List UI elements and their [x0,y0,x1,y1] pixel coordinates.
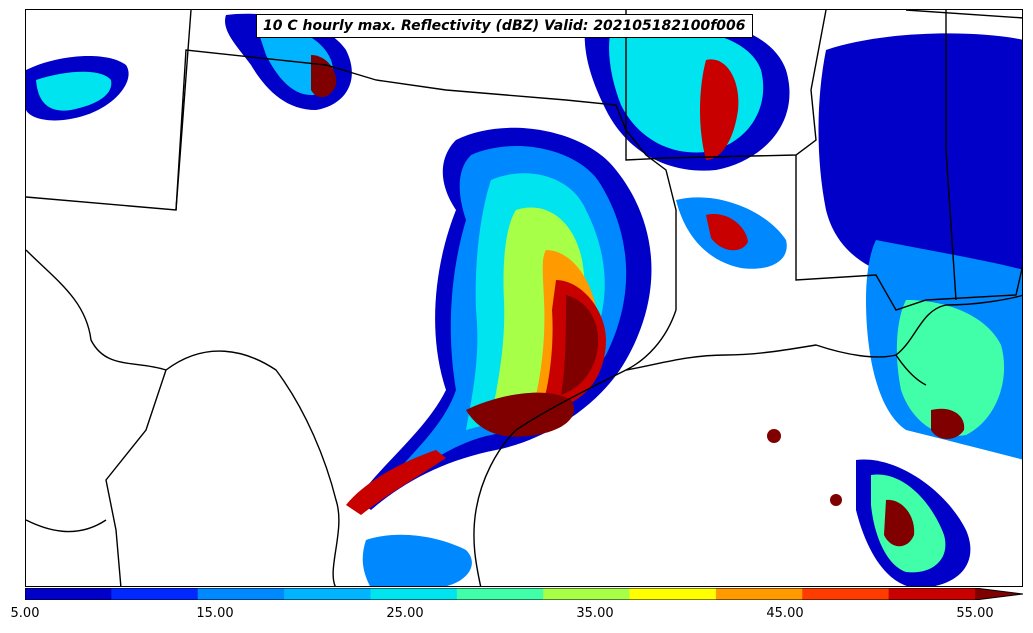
colorbar-tick-label: 15.00 [196,606,234,621]
colorbar-outline [25,588,1023,600]
colorbar-bin [802,588,890,600]
colorbar-bin [715,588,803,600]
colorbar-bin [543,588,631,600]
colorbar-bin [888,588,976,600]
colorbar [25,588,1023,600]
boundaries [26,10,1022,586]
colorbar-bin [456,588,544,600]
colorbar-tick-label: 5.00 [10,606,40,621]
colorbar-tick-label: 35.00 [576,606,614,621]
map-panel [25,9,1023,587]
colorbar-tick-label: 25.00 [386,606,424,621]
colorbar-bin [284,588,371,600]
reflectivity-map [26,10,1022,586]
colorbar-bin [111,588,199,600]
colorbar-tick-label: 45.00 [766,606,804,621]
map-title: 10 C hourly max. Reflectivity (dBZ) Vali… [256,14,753,38]
colorbar-bin [370,588,458,600]
reflectivity-field [26,13,1022,586]
colorbar-extend-triangle [975,588,1023,600]
colorbar-tick-label: 55.00 [956,606,994,621]
colorbar-bin [197,588,285,600]
colorbar-bin [25,588,112,600]
colorbar-bin [629,588,717,600]
